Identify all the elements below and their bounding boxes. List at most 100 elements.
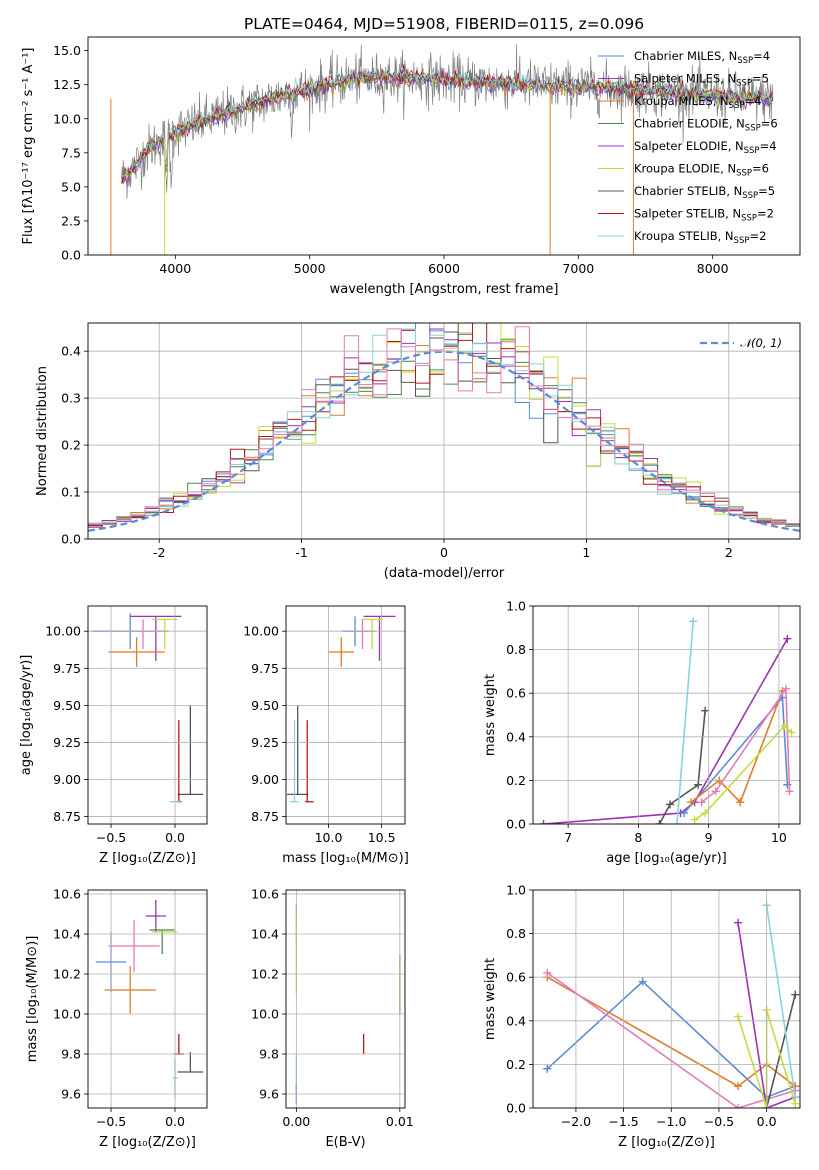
y-tick-label: 7.5 bbox=[61, 145, 81, 160]
x-tick-label: 6000 bbox=[428, 261, 460, 276]
plot-area-weight_vs_Z bbox=[543, 901, 800, 1108]
axes-weight_vs_age: 7 8 9 10 0.0 0.2 0.4 0.6 0.8 1.0 age [log₁₀(age/yr… bbox=[483, 599, 801, 866]
axes-frame bbox=[285, 605, 406, 825]
x-tick-label: 2 bbox=[725, 545, 733, 560]
weight-marker bbox=[697, 798, 706, 807]
axes-weight_vs_Z: −2.0 −1.5 −1.0 −0.5 0.0 0.0 0.2 0.4 0.6 0.8 1.0 Z [… bbox=[483, 883, 801, 1150]
y-tick-label: 9.8 bbox=[259, 1047, 279, 1062]
legend-sub: SSP bbox=[734, 236, 750, 246]
weight-line bbox=[765, 994, 796, 1108]
y-tick-label: 10.00 bbox=[243, 624, 279, 639]
weight-marker bbox=[543, 968, 552, 977]
weight-marker bbox=[781, 684, 790, 693]
y-tick-label: 0.4 bbox=[61, 344, 81, 359]
y-tick-label: 8.75 bbox=[53, 809, 81, 824]
weight-marker bbox=[701, 809, 710, 818]
legend-sub: SSP bbox=[729, 101, 745, 111]
y-tick-label: 0.0 bbox=[506, 1101, 526, 1116]
y-tick-label: 10.0 bbox=[53, 1007, 81, 1022]
y-tick-label: 12.5 bbox=[53, 77, 81, 92]
x-tick-label: 7 bbox=[564, 830, 572, 845]
y-tick-label: 9.25 bbox=[251, 735, 279, 750]
y-tick-label: 9.6 bbox=[61, 1087, 81, 1102]
legend-name: Salpeter MILES, N bbox=[634, 72, 736, 86]
legend-name: Kroupa MILES, N bbox=[634, 94, 729, 108]
weight-marker bbox=[694, 780, 703, 789]
weight-marker bbox=[673, 820, 682, 824]
y-tick-label: 0.0 bbox=[506, 817, 526, 832]
x-tick-label: 1 bbox=[582, 545, 590, 560]
y-tick-label: 9.25 bbox=[53, 735, 81, 750]
y-tick-label: 0.2 bbox=[506, 773, 526, 788]
y-tick-label: 9.00 bbox=[53, 772, 81, 787]
legend-entry: Salpeter MILES, NSSP=5 bbox=[634, 72, 769, 89]
legend-suffix: =4 bbox=[753, 49, 770, 63]
weight-line bbox=[658, 710, 706, 824]
axes-spectrum: 4000 5000 6000 7000 8000 0.0 2.5 5.0 7.5 10.0 12.5… bbox=[21, 36, 801, 297]
weight-marker bbox=[666, 800, 675, 809]
y-tick-label: 0.1 bbox=[61, 485, 81, 500]
x-axis-label: (data-model)/error bbox=[384, 566, 505, 581]
x-tick-label: 0.0 bbox=[165, 1114, 185, 1129]
legend-entry: Chabrier MILES, NSSP=4 bbox=[634, 49, 770, 66]
figure-title: PLATE=0464, MJD=51908, FIBERID=0115, z=0… bbox=[244, 15, 644, 33]
y-tick-label: 9.50 bbox=[53, 698, 81, 713]
y-axis-label: mass [log₁₀(M/M⊙)] bbox=[25, 936, 40, 1063]
y-axis-label: mass weight bbox=[483, 674, 498, 756]
weight-marker bbox=[734, 918, 743, 927]
y-tick-label: 10.4 bbox=[53, 927, 81, 942]
legend-sub: SSP bbox=[744, 146, 760, 156]
legend-sub: SSP bbox=[741, 214, 757, 224]
legend-sub: SSP bbox=[745, 124, 761, 134]
y-axis-label: age [log₁₀(age/yr)] bbox=[19, 655, 34, 776]
axes-frame bbox=[87, 322, 801, 540]
y-tick-label: 0.2 bbox=[61, 438, 81, 453]
y-tick-label: 9.75 bbox=[251, 661, 279, 676]
axes-residuals: -2 -1 0 1 2 0.0 0.1 0.2 0.3 0.4 (data-model)/error… bbox=[35, 322, 801, 581]
y-tick-label: 9.6 bbox=[259, 1087, 279, 1102]
axes-frame bbox=[87, 36, 801, 256]
y-tick-label: 9.75 bbox=[53, 661, 81, 676]
y-tick-label: 8.75 bbox=[251, 809, 279, 824]
x-tick-label: 0 bbox=[440, 545, 448, 560]
axes-frame bbox=[532, 605, 801, 825]
legend-sub: SSP bbox=[737, 56, 753, 66]
y-tick-label: 9.50 bbox=[251, 698, 279, 713]
y-tick-label: 0.2 bbox=[506, 1057, 526, 1072]
y-tick-label: 9.00 bbox=[251, 772, 279, 787]
weight-line bbox=[546, 972, 796, 1108]
weight-marker bbox=[701, 706, 710, 715]
weight-line bbox=[694, 724, 793, 821]
weight-line bbox=[546, 976, 796, 1088]
weight-marker bbox=[680, 809, 689, 818]
weight-marker bbox=[736, 798, 745, 807]
y-tick-label: 10.6 bbox=[251, 887, 279, 902]
legend-name: Chabrier MILES, N bbox=[634, 49, 737, 63]
y-tick-label: 15.0 bbox=[53, 43, 81, 58]
y-tick-label: 10.2 bbox=[53, 967, 81, 982]
y-tick-label: 10.00 bbox=[45, 624, 81, 639]
y-tick-label: 0.8 bbox=[506, 926, 526, 941]
x-tick-label: 10.5 bbox=[368, 830, 396, 845]
legend-suffix: =6 bbox=[752, 162, 769, 176]
legend-name: Chabrier ELODIE, N bbox=[634, 117, 745, 131]
legend-sub: SSP bbox=[742, 191, 758, 201]
axes-mass_vs_ebv: 0.00 0.01 9.6 9.8 10.0 10.2 10.4 10.6 E(B-V) bbox=[251, 887, 414, 1151]
weight-marker bbox=[543, 1064, 552, 1073]
axes-frame bbox=[532, 889, 801, 1109]
legend-name: Kroupa ELODIE, N bbox=[634, 162, 736, 176]
legend-sub: SSP bbox=[736, 169, 752, 179]
weight-marker bbox=[734, 1012, 743, 1021]
x-axis-label: Z [log₁₀(Z/Z⊙)] bbox=[99, 851, 196, 866]
weight-marker bbox=[734, 1104, 743, 1108]
y-tick-label: 10.0 bbox=[251, 1007, 279, 1022]
x-axis-label: wavelength [Angstrom, rest frame] bbox=[330, 282, 559, 297]
y-tick-label: 0.4 bbox=[506, 1013, 526, 1028]
legend-suffix: =5 bbox=[752, 72, 769, 86]
weight-line bbox=[690, 690, 784, 804]
weight-marker bbox=[791, 1099, 800, 1108]
x-tick-label: −0.5 bbox=[704, 1114, 734, 1129]
axes-frame bbox=[87, 605, 208, 825]
y-tick-label: 10.2 bbox=[251, 967, 279, 982]
y-tick-label: 0.0 bbox=[61, 532, 81, 547]
